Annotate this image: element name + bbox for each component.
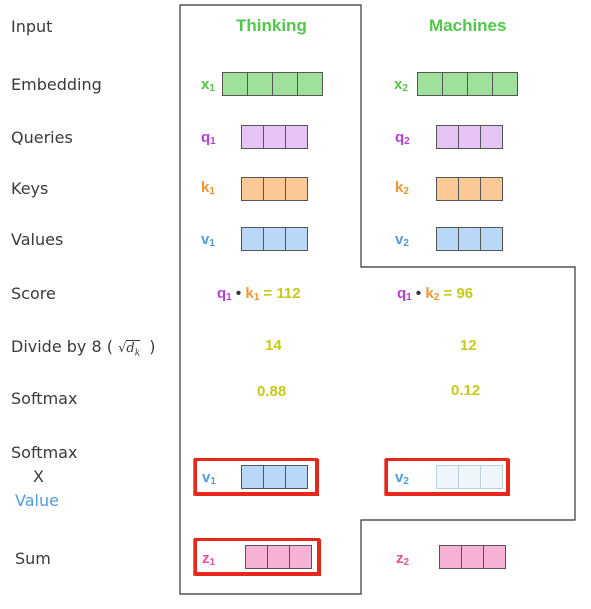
divide-prefix: Divide by 8 (	[11, 337, 113, 356]
output-vector-z2	[439, 545, 506, 569]
k2-label: k2	[395, 179, 409, 197]
label-softmax-x-value-1: Softmax	[11, 443, 78, 462]
label-divide: Divide by 8 ( √dk )	[11, 337, 156, 359]
softmax-value-2: 0.12	[451, 382, 481, 399]
label-keys: Keys	[11, 179, 49, 198]
label-softmax: Softmax	[11, 389, 78, 408]
label-input: Input	[11, 17, 53, 36]
label-embedding: Embedding	[11, 75, 102, 94]
query-vector-q2	[436, 125, 503, 149]
query-vector-q1	[241, 125, 308, 149]
x1-label: x1	[201, 76, 215, 94]
weighted-value-highlight-1	[194, 458, 318, 495]
v1-label: v1	[201, 231, 215, 249]
key-vector-k1	[241, 177, 308, 201]
v2-label: v2	[395, 231, 409, 249]
key-vector-k2	[436, 177, 503, 201]
divided-value-1: 14	[265, 337, 282, 354]
divided-value-2: 12	[460, 337, 477, 354]
label-softmax-x-value-2: X	[33, 467, 44, 486]
score-expression-1: q1 • k1 = 112	[217, 285, 301, 303]
softmax-value-1: 0.88	[257, 383, 287, 400]
q1-label: q1	[201, 129, 216, 147]
embedding-vector-x1	[222, 72, 323, 96]
score-value-1: 112	[276, 285, 301, 302]
score-value-2: 96	[456, 285, 474, 302]
value-vector-v2	[436, 227, 503, 251]
label-sum: Sum	[15, 549, 51, 568]
sum-highlight	[194, 538, 320, 575]
x2-label: x2	[394, 76, 408, 94]
weighted-value-vector-2	[436, 465, 503, 489]
output-vector-z1	[245, 545, 312, 569]
value-vector-v1	[241, 227, 308, 251]
embedding-vector-x2	[417, 72, 518, 96]
label-softmax-x-value-3: Value	[15, 491, 59, 510]
weighted-v2-label: v2	[395, 469, 409, 487]
z2-label: z2	[396, 550, 410, 568]
score-expression-2: q1 • k2 = 96	[397, 285, 474, 303]
label-score: Score	[11, 284, 56, 303]
label-queries: Queries	[11, 128, 73, 147]
sqrt-dk-formula: √dk	[118, 340, 141, 359]
label-values: Values	[11, 230, 64, 249]
weighted-v1-label: v1	[202, 469, 216, 487]
q2-label: q2	[395, 129, 410, 147]
word-machines: Machines	[429, 16, 507, 35]
weighted-value-vector-1	[241, 465, 308, 489]
word-thinking: Thinking	[236, 16, 307, 35]
weighted-value-highlight-2	[385, 458, 509, 495]
k1-label: k1	[201, 179, 215, 197]
z1-label: z1	[202, 550, 216, 568]
divide-suffix: )	[149, 337, 156, 356]
